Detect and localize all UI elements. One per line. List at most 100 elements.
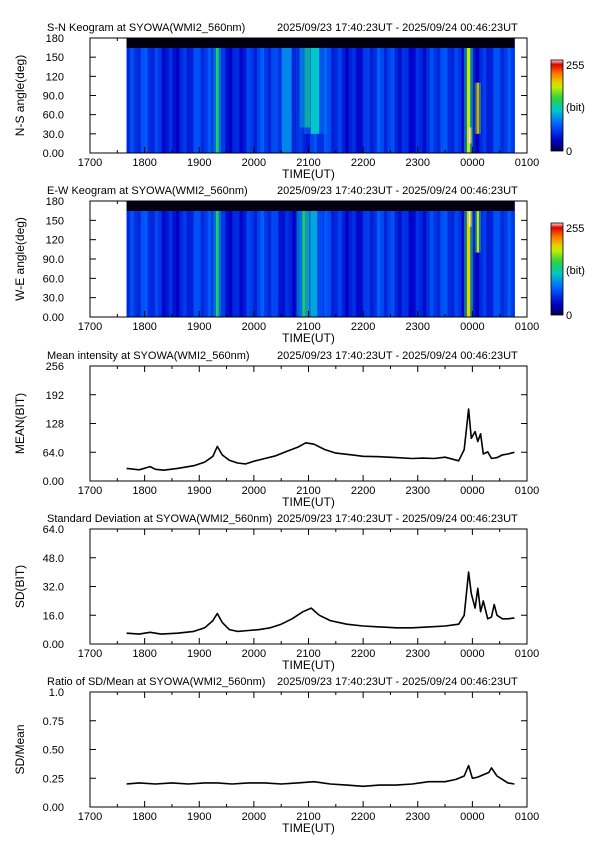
y-tick-label: 120 <box>46 71 64 83</box>
x-tick-label: 1700 <box>78 321 102 333</box>
keogram-column <box>387 201 392 317</box>
keogram-column <box>334 201 339 317</box>
keogram-column <box>450 38 455 153</box>
keogram-column <box>415 201 420 317</box>
colorbar-unit-label: (bit) <box>566 265 585 277</box>
keogram-column <box>239 38 244 153</box>
x-tick-label: 0100 <box>515 321 539 333</box>
panel-title: S-N Keogram at SYOWA(WMI2_560nm) <box>47 22 245 34</box>
keogram-top-band <box>126 201 515 211</box>
keogram-column <box>440 201 445 317</box>
keogram-column <box>242 38 247 153</box>
y-axis: 0.00 64.0 128 192 256 <box>43 361 527 488</box>
keogram-column <box>443 201 448 317</box>
keogram-column <box>144 201 149 317</box>
x-tick-label: 1800 <box>132 485 156 497</box>
panel-title: E-W Keogram at SYOWA(WMI2_560nm) <box>47 185 248 197</box>
colorbar-max-label: 255 <box>566 223 584 235</box>
keogram-column <box>165 201 170 317</box>
keogram-column <box>482 201 487 317</box>
keogram-column <box>221 38 226 153</box>
keogram-column <box>486 38 491 153</box>
panel-1: S-N Keogram at SYOWA(WMI2_560nm) 2025/09/… <box>13 22 585 181</box>
keogram-column <box>264 201 269 317</box>
x-tick-label: 0000 <box>460 648 484 660</box>
keogram-column <box>362 38 367 153</box>
keogram-image <box>126 201 515 317</box>
keogram-feature <box>476 204 479 253</box>
y-axis-label: W-E angle(deg) <box>13 217 27 301</box>
keogram-column <box>475 201 480 317</box>
keogram-column <box>415 38 420 153</box>
y-axis-label: MEAN(BIT) <box>13 393 27 454</box>
keogram-column <box>458 201 463 317</box>
x-axis-label: TIME(UT) <box>282 821 335 835</box>
keogram-column <box>250 201 255 317</box>
keogram-feature <box>310 201 318 317</box>
keogram-column <box>422 201 427 317</box>
colorbar: 255 (bit) 0 <box>550 59 585 158</box>
keogram-column <box>253 201 258 317</box>
keogram-column <box>510 38 515 153</box>
keogram-column <box>186 38 191 153</box>
keogram-column <box>408 201 413 317</box>
x-tick-label: 0100 <box>515 157 539 169</box>
keogram-column <box>267 201 272 317</box>
keogram-column <box>405 201 410 317</box>
y-tick-label: 64.0 <box>43 447 64 459</box>
keogram-column <box>355 201 360 317</box>
keogram-column <box>341 201 346 317</box>
keogram-column <box>369 201 374 317</box>
keogram-column <box>207 38 212 153</box>
panel-5: Ratio of SD/Mean at SYOWA(WMI2_560nm) 202… <box>13 676 539 835</box>
keogram-image <box>126 38 515 153</box>
keogram-column <box>327 201 332 317</box>
keogram-column <box>500 38 505 153</box>
keogram-column <box>352 38 357 153</box>
keogram-column <box>345 201 350 317</box>
y-tick-label: 64.0 <box>43 524 64 536</box>
colorbar-max-label: 255 <box>566 60 584 72</box>
x-tick-label: 2100 <box>296 321 320 333</box>
keogram-column <box>433 38 438 153</box>
keogram-column <box>503 201 508 317</box>
keogram-column <box>151 201 156 317</box>
x-axis-label: TIME(UT) <box>282 331 335 345</box>
keogram-column <box>172 201 177 317</box>
keogram-column <box>510 201 515 317</box>
x-tick-label: 1700 <box>78 157 102 169</box>
panel-title: Mean intensity at SYOWA(WMI2_560nm) <box>47 350 250 362</box>
keogram-column <box>278 201 283 317</box>
keogram-column <box>359 201 364 317</box>
colorbar: 255 (bit) 0 <box>550 222 585 322</box>
keogram-column <box>334 38 339 153</box>
keogram-column <box>200 201 205 317</box>
keogram-column <box>154 201 159 317</box>
x-tick-label: 2300 <box>406 648 430 660</box>
plot-frame <box>89 528 528 645</box>
x-tick-label: 2300 <box>406 485 430 497</box>
keogram-column <box>493 38 498 153</box>
keogram-column <box>458 38 463 153</box>
keogram-column <box>447 38 452 153</box>
panel-4: Standard Deviation at SYOWA(WMI2_560nm) 2… <box>13 513 539 672</box>
keogram-column <box>426 38 431 153</box>
keogram-column <box>239 201 244 317</box>
keogram-column <box>440 38 445 153</box>
keogram-column <box>366 201 371 317</box>
keogram-column <box>454 38 459 153</box>
keogram-column <box>327 38 332 153</box>
keogram-column <box>175 201 180 317</box>
x-axis: 1700 1800 1900 2000 2100 2200 2300 0000 0100 <box>78 692 539 823</box>
plot-frame <box>89 365 528 482</box>
keogram-column <box>373 38 378 153</box>
keogram-column <box>271 201 276 317</box>
y-axis-label: SD/Mean <box>13 724 27 774</box>
keogram-column <box>288 201 293 317</box>
keogram-column <box>204 201 209 317</box>
keogram-column <box>193 201 198 317</box>
colorbar-gradient <box>550 222 564 316</box>
keogram-column <box>147 201 152 317</box>
x-tick-label: 2100 <box>296 811 320 823</box>
x-tick-label: 1800 <box>132 648 156 660</box>
